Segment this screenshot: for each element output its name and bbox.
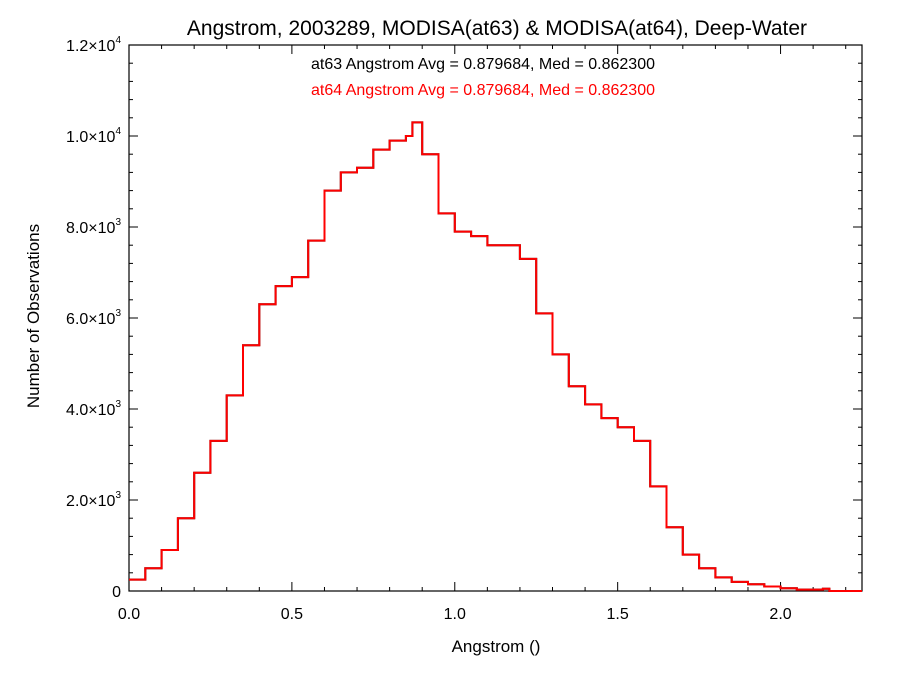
y-tick-label: 8.0×103 [66,217,121,237]
y-axis-label: Number of Observations [24,224,43,408]
series-line-at63 [129,121,862,592]
y-tick-label: 4.0×103 [66,399,121,419]
x-axis: 0.0 0.5 1.0 1.5 2.0 [118,45,847,623]
annotation-at63: at63 Angstrom Avg = 0.879684, Med = 0.86… [311,56,655,73]
x-tick-label: 1.0 [444,606,466,623]
y-tick-label: 1.2×104 [66,35,121,55]
x-axis-label: Angstrom () [452,637,541,656]
y-axis: 0 2.0×103 4.0×103 6.0×103 8.0×103 1.0×104 1.2×… [66,35,862,601]
x-tick-label: 0.0 [118,606,140,623]
x-tick-label: 0.5 [281,606,303,623]
plot-frame [128,44,863,592]
series-line-at64 [129,121,862,592]
y-tick-label: 6.0×103 [66,308,121,328]
y-tick-label: 1.0×104 [66,126,121,146]
series-lines [129,121,862,592]
annotation-at64: at64 Angstrom Avg = 0.879684, Med = 0.86… [311,82,655,99]
x-tick-label: 1.5 [607,606,629,623]
y-tick-label: 0 [112,584,121,601]
chart-title: Angstrom, 2003289, MODISA(at63) & MODISA… [187,17,807,40]
y-tick-label: 2.0×103 [66,490,121,510]
x-tick-label: 2.0 [769,606,791,623]
